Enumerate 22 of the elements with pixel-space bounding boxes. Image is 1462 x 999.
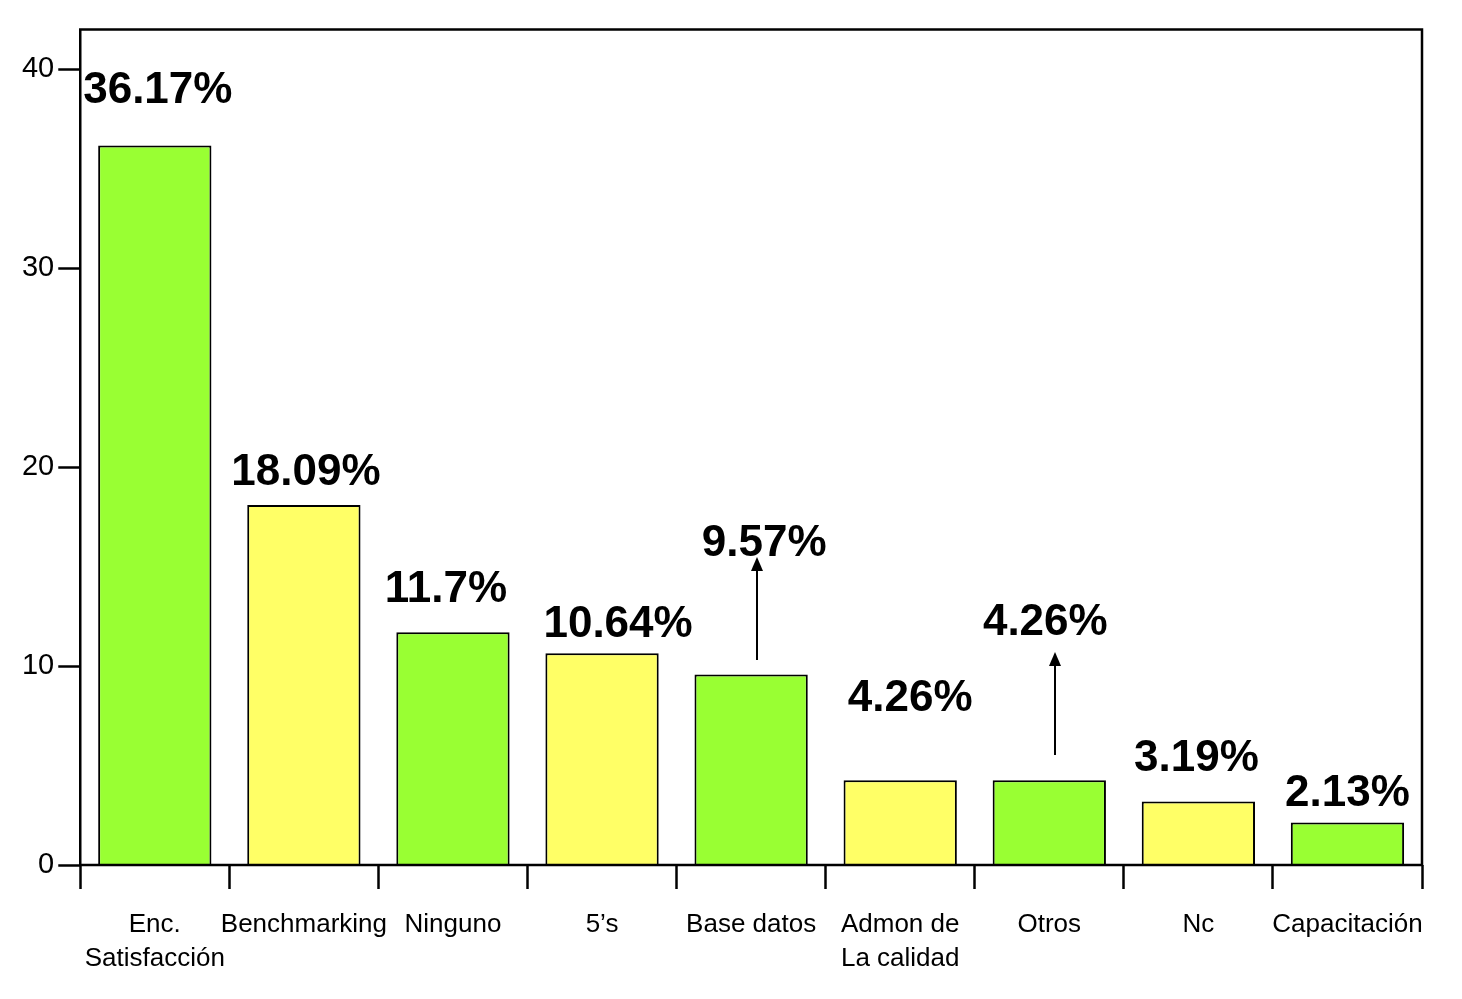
x-tick-label: Ninguno bbox=[404, 908, 502, 939]
x-tick-label: Nc bbox=[1182, 908, 1215, 939]
data-label: 9.57% bbox=[701, 515, 827, 565]
x-tick-label: Capacitación bbox=[1272, 908, 1423, 939]
data-label: 11.7% bbox=[384, 562, 508, 612]
y-tick-label: 30 bbox=[21, 250, 55, 283]
x-tick-label: Benchmarking bbox=[220, 908, 387, 939]
data-label: 3.19% bbox=[1133, 730, 1259, 780]
data-label: 2.13% bbox=[1285, 765, 1410, 815]
data-label: 10.64% bbox=[543, 597, 693, 647]
data-label: 18.09% bbox=[231, 445, 381, 495]
x-tick-label: Base datos bbox=[686, 908, 817, 939]
y-tick-label: 10 bbox=[21, 648, 55, 681]
y-tick-label: 0 bbox=[38, 847, 55, 879]
y-tick-label: 20 bbox=[21, 449, 55, 482]
x-tick-label: Otros bbox=[1017, 908, 1082, 939]
x-tick-label: Admon de La calidad bbox=[840, 908, 960, 973]
data-label: 4.26% bbox=[982, 595, 1108, 645]
data-label: 4.26% bbox=[847, 671, 973, 721]
data-label: 36.17% bbox=[83, 63, 233, 113]
x-tick-label: 5’s bbox=[585, 908, 619, 939]
y-tick-label: 40 bbox=[21, 51, 55, 84]
